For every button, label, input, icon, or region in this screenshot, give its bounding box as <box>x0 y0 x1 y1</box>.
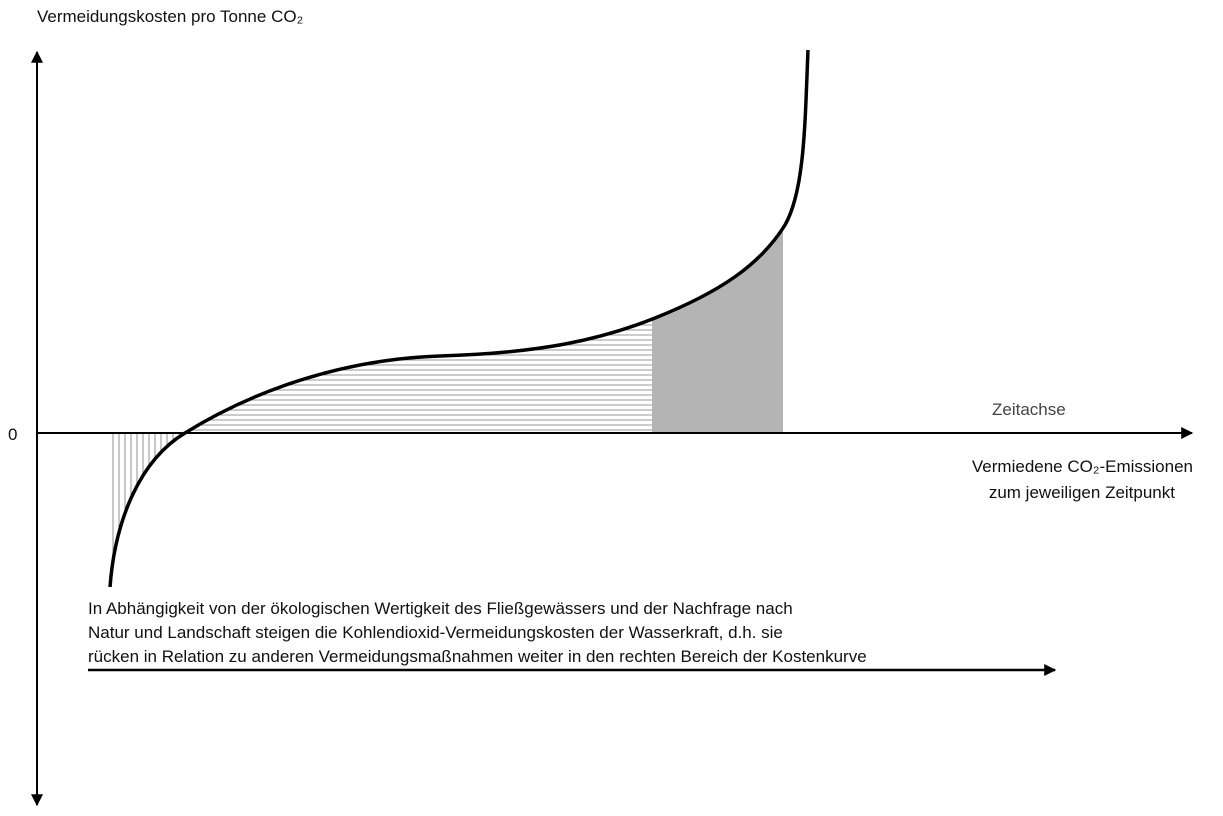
hatching <box>112 304 652 587</box>
y-axis-label: Vermeidungskosten pro Tonne CO₂ <box>37 7 303 26</box>
description: rücken in Relation zu anderen Vermeidung… <box>88 647 867 666</box>
curve-label: Vermiedene CO₂-Emissionen <box>972 457 1193 476</box>
cost-curve <box>108 49 810 588</box>
gray-area <box>652 50 783 433</box>
description: Natur und Landschaft steigen die Kohlend… <box>88 623 783 642</box>
description: In Abhängigkeit von der ökologischen Wer… <box>88 599 793 618</box>
curve-label: zum jeweiligen Zeitpunkt <box>989 483 1175 502</box>
zero-label: 0 <box>8 425 17 444</box>
x-axis-label: Zeitachse <box>992 400 1066 419</box>
